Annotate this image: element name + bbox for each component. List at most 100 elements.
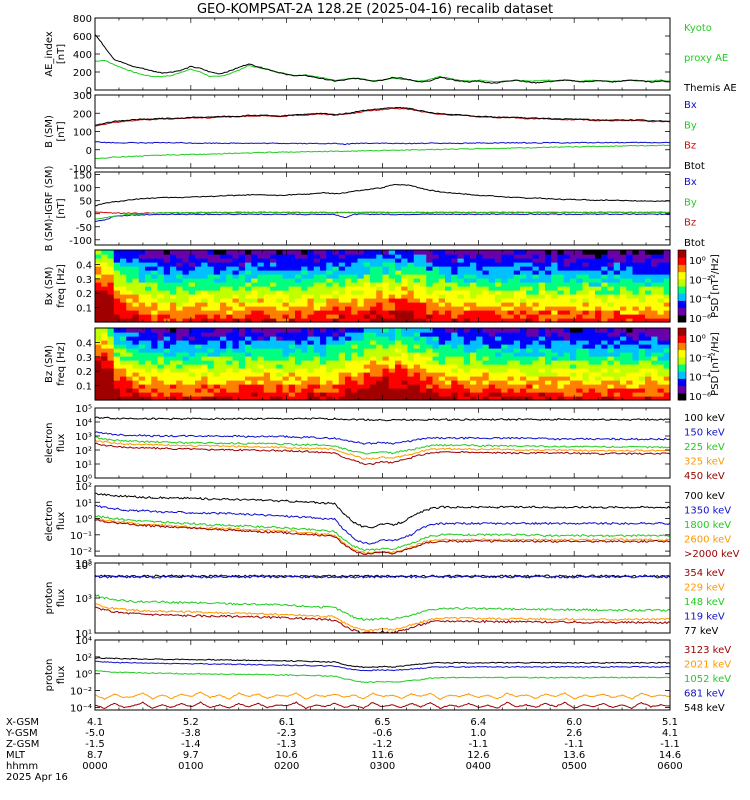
spectrogram-cell [157,380,165,385]
spectrogram-cell [601,278,609,283]
spectrogram-cell [176,282,184,287]
data-point [382,539,383,541]
spectrogram-cell [201,380,209,385]
spectrogram-cell [232,270,240,275]
spectrogram-cell [357,318,365,323]
spectrogram-cell [613,286,621,291]
spectrogram-cell [526,388,534,393]
data-point [324,192,326,194]
data-point [430,536,431,537]
spectrogram-cell [188,286,196,291]
data-point [554,419,556,420]
spectrogram-cell [332,310,340,315]
spectrogram-cell [313,266,321,271]
spectrogram-cell [120,380,127,385]
data-point [401,545,403,547]
spectrogram-cell [138,376,146,381]
spectrogram-cell [107,372,115,377]
spectrogram-cell [513,388,521,393]
colorbar-label: PSD [nT²/Hz] [710,332,721,396]
spectrogram-cell [113,380,121,385]
data-point [439,451,441,453]
spectrogram-cell [420,396,427,401]
spectrogram-cell [163,376,171,381]
spectrogram-cell [288,328,296,333]
data-point [190,116,192,118]
spectrogram-cell [588,250,596,255]
spectrogram-cell [413,298,421,303]
spectrogram-cell [207,290,215,295]
spectrogram-cell [520,302,527,307]
spectrogram-cell [332,262,340,267]
data-point [257,529,259,531]
spectrogram-cell [282,294,290,299]
spectrogram-cell [526,372,534,377]
spectrogram-cell [413,368,421,373]
spectrogram-cell [545,282,552,287]
spectrogram-cell [532,328,540,333]
spectrogram-cell [213,306,221,311]
spectrogram-cell [357,332,365,337]
data-point [401,78,403,80]
spectrogram-cell [632,278,640,283]
spectrogram-cell [507,384,515,389]
spectrogram-cell [413,262,421,267]
spectrogram-cell [495,286,502,291]
data-point [113,434,115,435]
spectrogram-cell [257,302,265,307]
spectrogram-cell [220,318,227,323]
data-point [104,433,105,434]
spectrogram-cell [488,270,496,275]
data-point [410,516,412,518]
data-point [391,524,393,526]
spectrogram-cell [370,348,377,353]
data-point [180,212,182,214]
spectrogram-cell [451,266,459,271]
spectrogram-cell [476,318,484,323]
spectrogram-cell [613,266,621,271]
spectrogram-cell [532,392,540,397]
spectrogram-cell [276,376,284,381]
legend-entry: Btot [684,238,705,249]
data-point [573,142,575,144]
data-point [631,438,633,440]
spectrogram-cell [351,274,359,279]
spectrogram-cell [626,274,634,279]
spectrogram-cell [345,372,352,377]
data-point [113,156,115,158]
spectrogram-cell [213,384,221,389]
data-point [506,419,508,420]
spectrogram-cell [95,286,102,291]
spectrogram-cell [482,298,490,303]
spectrogram-cell [213,294,221,299]
spectrogram-cell [351,336,359,341]
spectrogram-cell [238,336,246,341]
spectrogram-cell [157,356,165,361]
spectrogram-cell [388,360,396,365]
data-point [631,419,633,420]
data-point [592,523,594,524]
spectrogram-cell [563,344,571,349]
spectrogram-cell [513,302,521,307]
spectrogram-cell [563,364,571,369]
data-point [477,449,479,450]
spectrogram-cell [113,352,121,357]
data-point [171,448,173,450]
data-point [334,150,335,152]
spectrogram-cell [138,254,146,259]
spectrogram-cell [538,352,546,357]
spectrogram-cell [326,310,334,315]
spectrogram-cell [257,352,265,357]
data-point [487,523,489,524]
spectrogram-cell [345,262,352,267]
data-point [123,121,125,122]
data-point [487,80,489,82]
data-point [343,113,345,114]
data-point [372,142,374,144]
data-point [171,197,173,199]
spectrogram-cell [607,352,615,357]
data-point [497,213,498,215]
spectrogram-cell [113,278,121,283]
spectrogram-cell [501,364,509,369]
